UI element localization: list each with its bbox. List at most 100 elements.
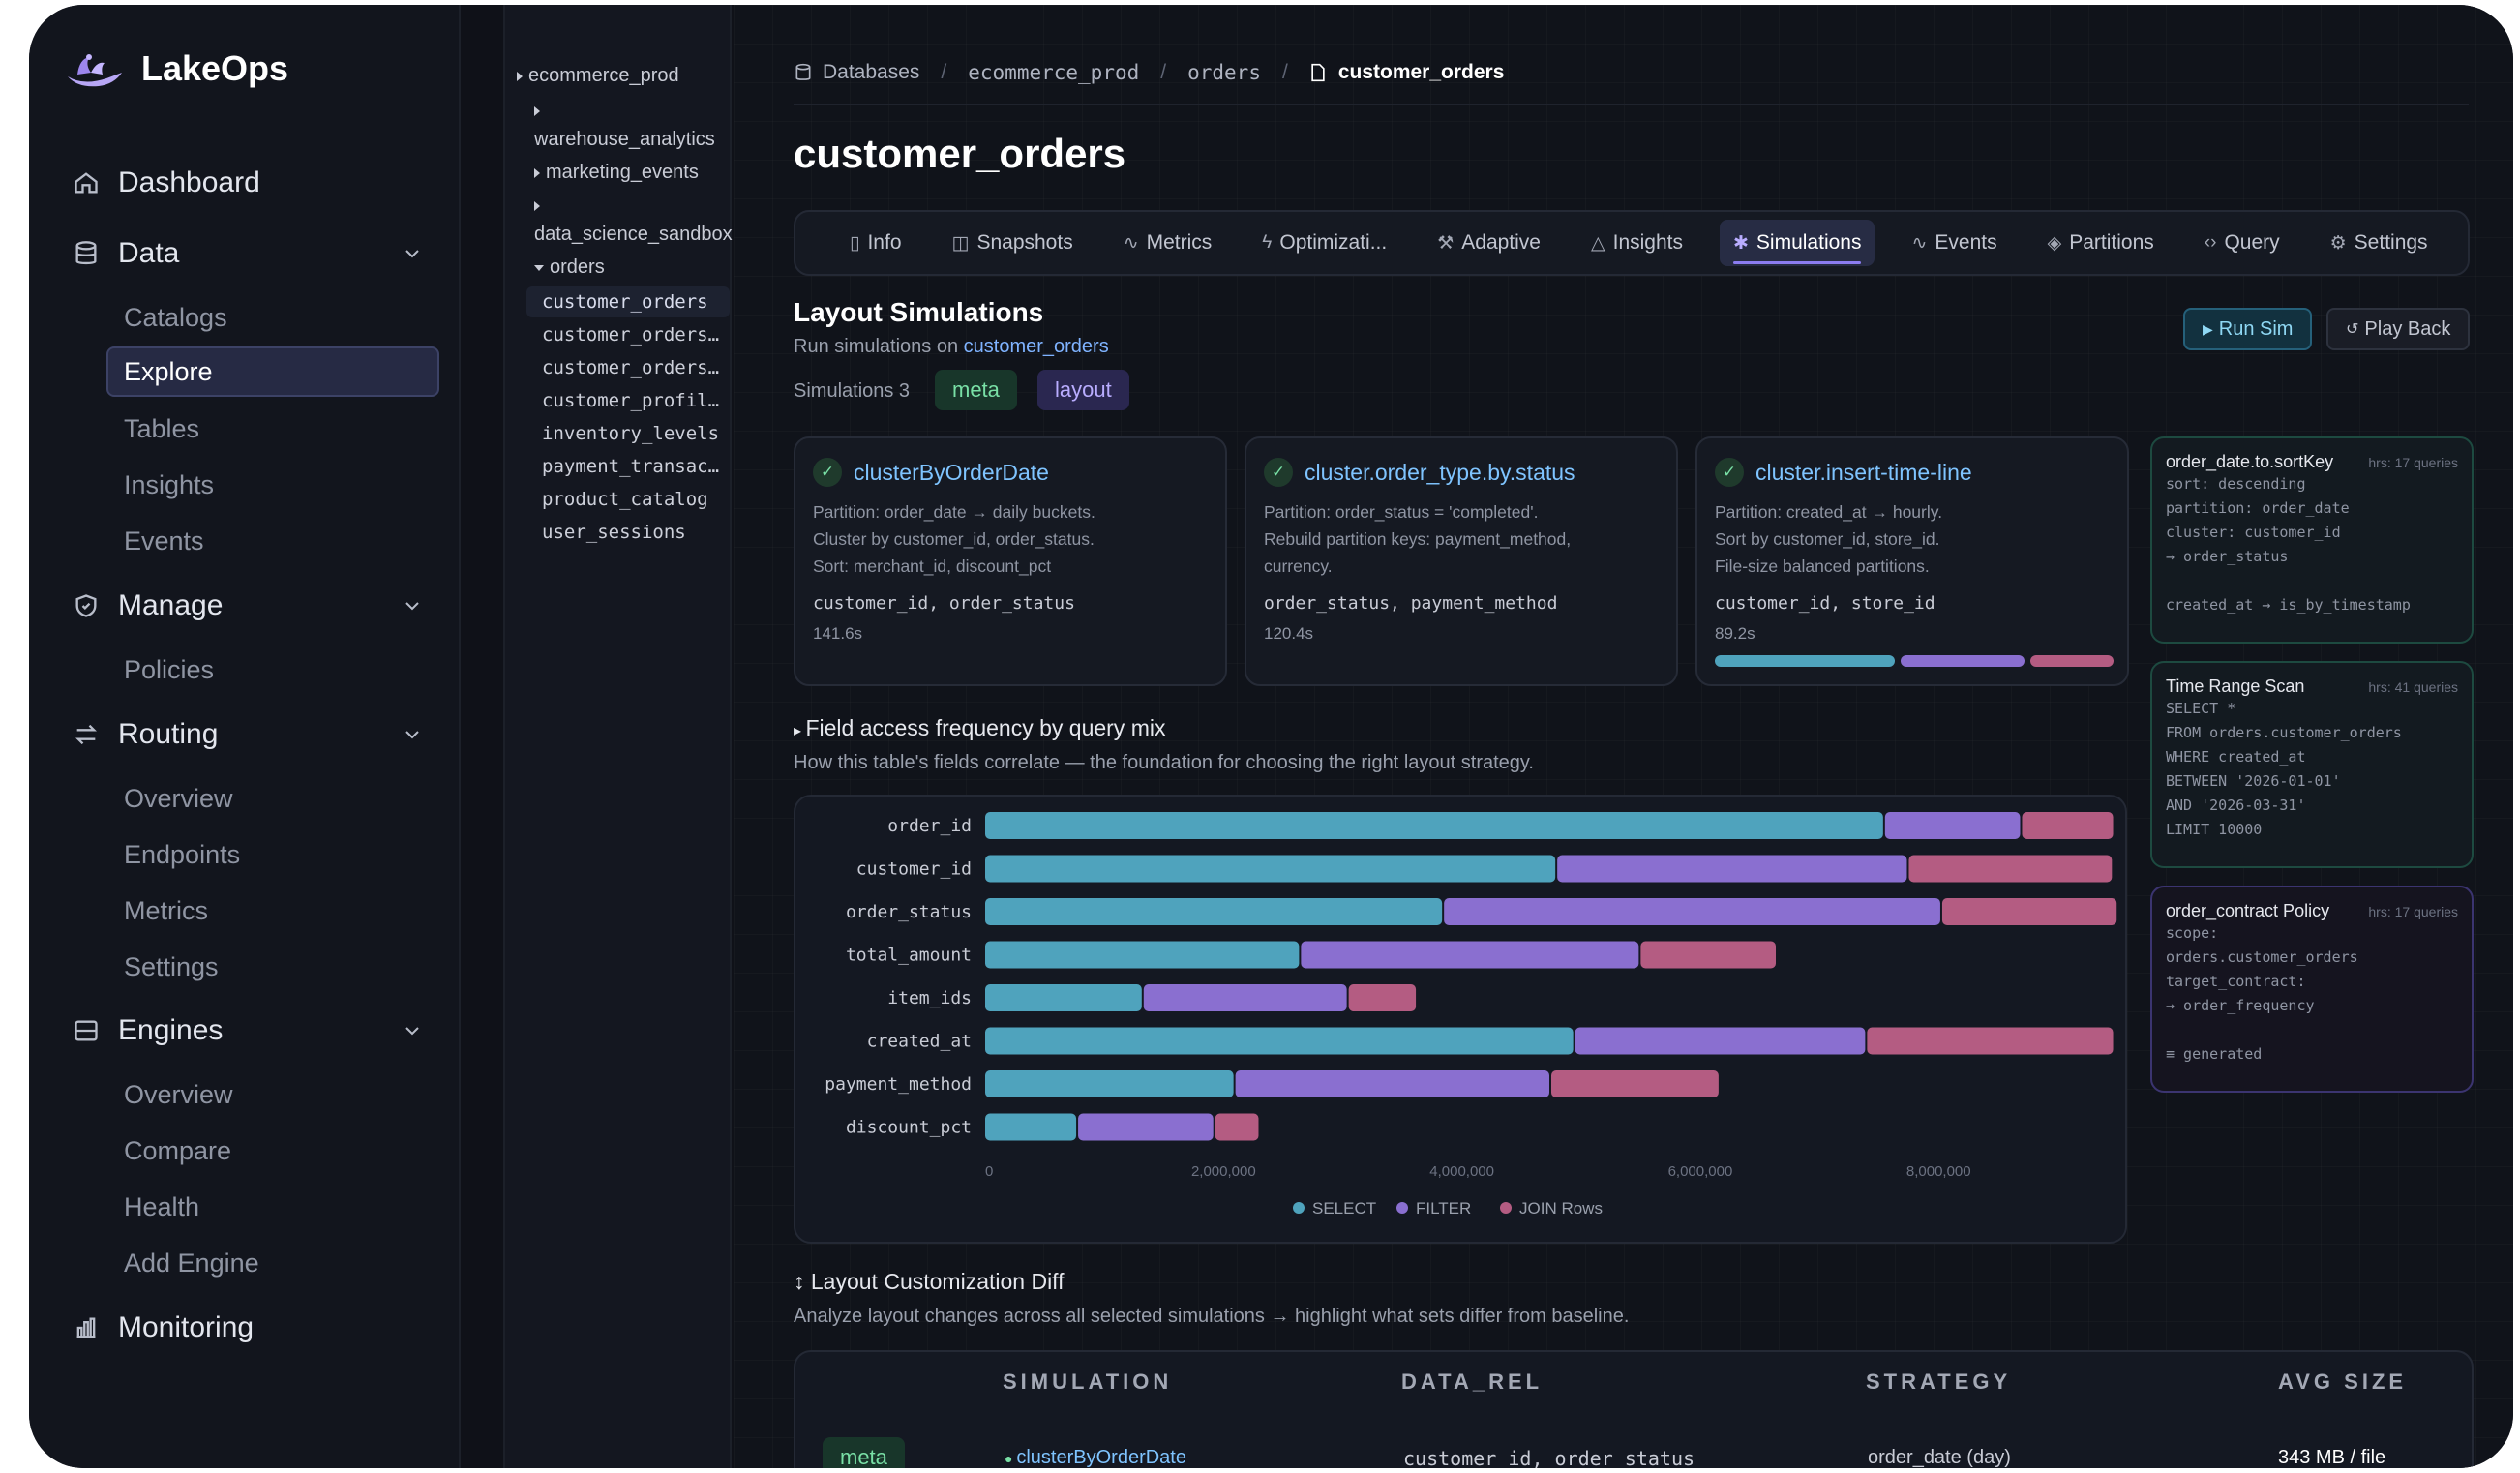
tree-db-warehouse[interactable]: warehouse_analytics [534, 129, 715, 150]
tree-schema-orders[interactable]: orders [534, 256, 605, 279]
tab-optimization[interactable]: ϟ Optimizati... [1262, 231, 1388, 254]
nav-item-compare[interactable]: Compare [124, 1135, 232, 1165]
column-header[interactable]: STRATEGY [1866, 1369, 2012, 1394]
tree-table-customer-orders-3[interactable]: customer_orders_staging [542, 357, 730, 378]
card-line: File-size balanced partitions. [1715, 556, 1930, 576]
breadcrumb-table: customer_orders [1337, 61, 1505, 83]
query-line: → order_status [2166, 548, 2289, 565]
nav-item-explore[interactable]: Explore [106, 346, 439, 397]
bar-chart-icon [72, 1313, 101, 1342]
chevron-down-icon[interactable] [401, 1019, 424, 1042]
tree-caret[interactable] [534, 100, 546, 122]
nav-item-tables[interactable]: Tables [124, 413, 200, 443]
tab-events[interactable]: ∿ Events [1911, 231, 1997, 254]
query-card[interactable]: order_contract Policy hrs: 17 queries sco… [2150, 886, 2474, 1093]
query-card[interactable]: Time Range Scan hrs: 41 queries SELECT * … [2150, 661, 2474, 868]
breadcrumb-db[interactable]: ecommerce_prod [968, 61, 1140, 84]
simulation-card[interactable]: ✓ clusterByOrderDate Partition: order_dat… [794, 436, 1227, 686]
tab-info[interactable]: ▯ Info [850, 231, 902, 254]
tab-settings[interactable]: ⚙ Settings [2329, 231, 2428, 254]
tree-caret[interactable] [534, 195, 546, 217]
tab-simulations[interactable]: ✱ Simulations [1720, 220, 1875, 266]
query-line: → order_frequency [2166, 997, 2315, 1014]
nav-item-routing-overview[interactable]: Overview [124, 783, 233, 813]
tab-metrics[interactable]: ∿ Metrics [1123, 231, 1213, 254]
x-tick-label: 6,000,000 [1668, 1163, 1733, 1180]
breadcrumb-schema[interactable]: orders [1187, 61, 1261, 84]
nav-item-events[interactable]: Events [124, 526, 204, 556]
tree-table-customer-orders-2[interactable]: customer_orders_archive [542, 324, 730, 346]
bar-join-rows [1348, 984, 1417, 1011]
tree-table-payment[interactable]: payment_transactions [542, 456, 730, 477]
card-time: 89.2s [1715, 624, 1755, 643]
camera-icon: ◫ [951, 232, 970, 254]
chevron-down-icon[interactable] [401, 723, 424, 746]
nav-item-insights[interactable]: Insights [124, 469, 215, 499]
tree-table-customer-profiles[interactable]: customer_profiles [542, 390, 730, 411]
nav-item-catalogs[interactable]: Catalogs [124, 302, 227, 332]
tag-meta[interactable]: meta [935, 370, 1017, 410]
tree-db-marketing[interactable]: marketing_events [534, 162, 699, 184]
tree-table-user-sessions[interactable]: user_sessions [542, 522, 686, 543]
breadcrumb-databases[interactable]: Databases [823, 61, 920, 83]
bar-filter [1143, 984, 1347, 1011]
diff-table [794, 1350, 2474, 1468]
card-line: Partition: order_status = 'completed'. [1264, 502, 1539, 522]
tab-insights[interactable]: △ Insights [1591, 231, 1683, 254]
tree-db-datascience[interactable]: data_science_sandbox [534, 224, 733, 245]
code-icon: ‹› [2204, 232, 2217, 253]
row-tag-meta[interactable]: meta [823, 1437, 905, 1468]
replay-icon: ↺ [2346, 321, 2359, 338]
pulse-icon: ∿ [1123, 232, 1139, 254]
brand[interactable]: LakeOps [64, 47, 288, 90]
query-title: order_date.to.sortKey [2166, 452, 2334, 471]
nav-item-engines-overview[interactable]: Overview [124, 1079, 233, 1109]
tree-db-ecommerce[interactable]: ecommerce_prod [517, 65, 679, 87]
category-label: customer_id [856, 859, 972, 880]
tab-adaptive[interactable]: ⚒ Adaptive [1437, 231, 1541, 254]
card-line: Rebuild partition keys: payment_method, [1264, 529, 1572, 549]
tag-layout[interactable]: layout [1037, 370, 1129, 410]
play-back-button[interactable]: ↺ Play Back [2326, 308, 2471, 350]
chevron-down-icon[interactable] [401, 242, 424, 265]
section-title: Layout Simulations [794, 297, 1044, 327]
row-simulation[interactable]: ● clusterByOrderDate [1005, 1447, 1186, 1468]
nav-data[interactable]: Data [72, 229, 449, 278]
tree-table-customer-orders[interactable]: customer_orders [526, 286, 730, 317]
tree-table-inventory[interactable]: inventory_levels [542, 423, 720, 444]
nav-item-routing-settings[interactable]: Settings [124, 951, 219, 981]
nav-manage[interactable]: Manage [72, 582, 449, 630]
table-link[interactable]: customer_orders [963, 336, 1109, 357]
field-access-title[interactable]: ▸ Field access frequency by query mix [794, 715, 1166, 740]
nav-item-add-engine[interactable]: Add Engine [124, 1248, 259, 1278]
simulation-card[interactable]: ✓ cluster.insert-time-line Partition: cre… [1695, 436, 2129, 686]
query-line: partition: order_date [2166, 499, 2350, 517]
nav-routing[interactable]: Routing [72, 710, 449, 759]
nav-dashboard[interactable]: Dashboard [72, 159, 449, 207]
column-header[interactable]: DATA_REL [1401, 1369, 1544, 1394]
tab-snapshots[interactable]: ◫ Snapshots [951, 231, 1073, 254]
chevron-down-icon[interactable] [401, 594, 424, 617]
nav-item-policies[interactable]: Policies [124, 654, 215, 684]
query-line: cluster: customer_id [2166, 524, 2341, 541]
nav-item-endpoints[interactable]: Endpoints [124, 839, 241, 869]
row-strategy: order_date (day) [1868, 1447, 2011, 1468]
query-meta: hrs: 41 queries [2368, 679, 2458, 695]
column-header[interactable]: SIMULATION [1003, 1369, 1173, 1394]
query-card[interactable]: order_date.to.sortKey hrs: 17 queries sor… [2150, 436, 2474, 644]
tab-query[interactable]: ‹› Query [2204, 231, 2280, 254]
nav-item-health[interactable]: Health [124, 1191, 200, 1221]
tree-table-product-catalog[interactable]: product_catalog [542, 489, 708, 510]
column-header[interactable]: AVG SIZE [2278, 1369, 2408, 1394]
nav-item-routing-metrics[interactable]: Metrics [124, 895, 208, 925]
bar-join-rows [1551, 1070, 1719, 1097]
run-sim-button[interactable]: ▶ Run Sim [2183, 308, 2313, 350]
simulation-card[interactable]: ✓ cluster.order_type.by.status Partition:… [1245, 436, 1678, 686]
tab-partitions[interactable]: ◈ Partitions [2047, 231, 2154, 254]
nav-engines[interactable]: Engines [72, 1007, 449, 1055]
caret-right-icon [534, 105, 540, 116]
query-title: order_contract Policy [2166, 901, 2330, 920]
caret-right-icon [534, 167, 540, 178]
legend-label: JOIN Rows [1519, 1199, 1603, 1217]
nav-monitoring[interactable]: Monitoring [72, 1304, 449, 1352]
